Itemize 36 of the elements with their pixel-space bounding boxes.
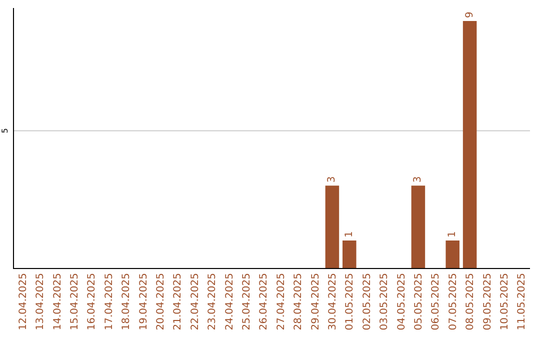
x-tick-label: 05.05.2025 bbox=[413, 273, 424, 330]
x-tick-label: 24.04.2025 bbox=[224, 273, 236, 330]
x-tick-label: 07.05.2025 bbox=[448, 273, 459, 330]
x-tick-label: 29.04.2025 bbox=[310, 273, 322, 330]
data-label: 3 bbox=[326, 176, 338, 183]
ref-line-label: 5 bbox=[0, 128, 10, 134]
x-tick-label: 03.05.2025 bbox=[379, 273, 390, 330]
x-tick-label: 12.04.2025 bbox=[18, 273, 29, 330]
x-tick-label: 25.04.2025 bbox=[241, 273, 252, 330]
x-tick-label: 26.04.2025 bbox=[258, 273, 270, 330]
data-label: 9 bbox=[464, 12, 476, 18]
x-tick-label: 11.05.2025 bbox=[516, 273, 528, 330]
x-tick-label: 16.04.2025 bbox=[86, 273, 98, 330]
data-label: 1 bbox=[447, 231, 458, 238]
x-tick-label: 30.04.2025 bbox=[327, 273, 338, 330]
x-tick-label: 20.04.2025 bbox=[155, 273, 166, 330]
x-tick-label: 14.04.2025 bbox=[52, 273, 64, 330]
x-tick-label: 06.05.2025 bbox=[430, 273, 442, 330]
x-tick-label: 08.05.2025 bbox=[465, 273, 476, 330]
x-tick-label: 19.04.2025 bbox=[138, 273, 150, 330]
x-tick-label: 04.05.2025 bbox=[396, 273, 408, 330]
x-tick-label: 13.04.2025 bbox=[35, 273, 46, 330]
x-tick-label: 17.04.2025 bbox=[104, 273, 115, 330]
x-tick-label: 28.04.2025 bbox=[293, 273, 304, 330]
x-tick-label: 23.04.2025 bbox=[207, 273, 218, 330]
x-tick-label: 22.04.2025 bbox=[190, 273, 201, 330]
x-tick-label: 09.05.2025 bbox=[482, 273, 494, 330]
x-tick-label: 02.05.2025 bbox=[362, 273, 373, 330]
x-tick-label: 21.04.2025 bbox=[172, 273, 184, 330]
data-label: 3 bbox=[412, 176, 424, 183]
x-tick-label: 10.05.2025 bbox=[499, 273, 510, 330]
data-label: 1 bbox=[344, 231, 355, 238]
x-tick-label: 27.04.2025 bbox=[276, 273, 287, 330]
x-tick-label: 18.04.2025 bbox=[121, 273, 132, 330]
x-tick-label: 01.05.2025 bbox=[344, 273, 356, 330]
x-tick-label: 15.04.2025 bbox=[69, 273, 80, 330]
